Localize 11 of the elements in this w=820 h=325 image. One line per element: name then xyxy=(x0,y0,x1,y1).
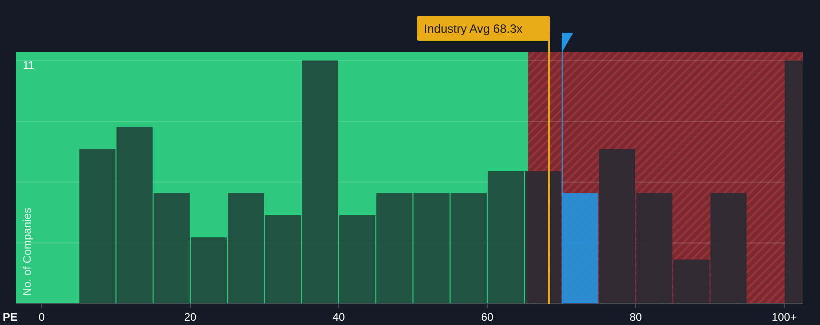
x-tick-label: 0 xyxy=(38,312,46,324)
x-tick-label: 60 xyxy=(481,312,494,324)
y-axis-title: No. of Companies xyxy=(22,207,34,296)
x-tick-label: 100+ xyxy=(772,312,797,324)
ref-line-label: Industry Avg 68.3x xyxy=(424,22,523,36)
x-tick-label: 40 xyxy=(332,312,346,324)
bar xyxy=(525,171,562,304)
x-tick-label: 20 xyxy=(184,312,197,324)
annotation: 11 xyxy=(23,60,34,72)
x-axis-title: PE xyxy=(3,312,18,324)
x-tick-label: 80 xyxy=(630,312,642,324)
